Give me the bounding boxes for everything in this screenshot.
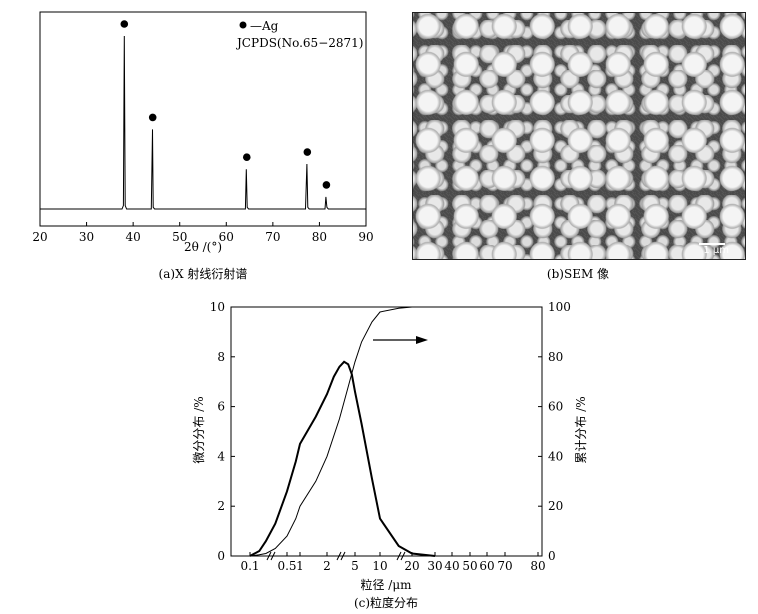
left-y-tick-label: 10 [210, 300, 225, 314]
right-y-tick-label: 80 [548, 350, 563, 364]
psd-x-axis-title: 粒径 /μm [360, 577, 412, 592]
right-y-tick-label: 100 [548, 300, 571, 314]
xrd-x-ticks: 20 30 40 50 60 70 80 90 [32, 222, 374, 244]
x-tick-label: 50 [172, 230, 187, 244]
left-y-tick-label: 8 [217, 350, 225, 364]
xrd-plot-frame [39, 11, 367, 227]
left-y-tick-label: 4 [217, 449, 225, 463]
x-tick-label: 20 [404, 559, 419, 573]
legend-ag-label: —Ag [250, 19, 279, 33]
x-tick-label: 80 [530, 559, 545, 573]
xrd-x-axis-title: 2θ /(°) [184, 240, 222, 254]
x-tick-label: 30 [427, 559, 442, 573]
axis-break-icon [396, 551, 406, 561]
x-tick-label: 1 [296, 559, 304, 573]
psd-x-ticks: 0.1 0.5 1 2 5 10 20 30 40 50 60 70 80 [240, 551, 546, 573]
cumulative-axis-arrow-icon [373, 336, 428, 344]
x-tick-label: 20 [32, 230, 47, 244]
caption-c: (c)粒度分布 [354, 595, 418, 610]
psd-left-y-axis-title: 微分分布 /% [192, 396, 206, 463]
xrd-series-line [40, 35, 366, 210]
peak-marker [303, 148, 312, 156]
right-y-tick-label: 40 [548, 449, 563, 463]
x-tick-label: 0.1 [240, 559, 259, 573]
x-tick-label: 70 [265, 230, 280, 244]
x-tick-label: 10 [372, 559, 387, 573]
x-tick-label: 80 [312, 230, 327, 244]
left-y-tick-label: 6 [217, 400, 225, 414]
x-tick-label: 50 [462, 559, 477, 573]
x-tick-label: 0.5 [277, 559, 296, 573]
legend-marker-icon [239, 21, 247, 29]
left-y-tick-label: 0 [217, 549, 225, 563]
x-tick-label: 5 [351, 559, 359, 573]
scale-bar [699, 243, 725, 245]
xrd-peak-markers [120, 20, 331, 189]
caption-b: (b)SEM 像 [547, 267, 609, 281]
x-tick-label: 60 [219, 230, 234, 244]
x-tick-label: 60 [479, 559, 494, 573]
psd-right-y-ticks: 0 20 40 60 80 100 [538, 300, 571, 563]
x-tick-label: 90 [358, 230, 373, 244]
axis-break-icon [336, 551, 346, 561]
legend-jcpds-label: JCPDS(No.65−2871) [235, 36, 363, 50]
x-tick-label: 40 [126, 230, 141, 244]
peak-marker [120, 20, 129, 28]
x-tick-label: 2 [323, 559, 331, 573]
x-tick-label: 30 [79, 230, 94, 244]
right-y-tick-label: 20 [548, 499, 563, 513]
peak-marker [148, 113, 157, 122]
xrd-chart: 20 30 40 50 60 70 80 90 —Ag JCPDS(No.65−2871) 2… [32, 11, 374, 281]
right-y-tick-label: 0 [548, 549, 556, 563]
peak-marker [242, 153, 251, 162]
psd-right-y-axis-title: 累计分布 /% [574, 396, 588, 463]
left-y-tick-label: 2 [217, 499, 225, 513]
psd-differential-line [249, 360, 436, 557]
axis-break-icon [266, 551, 276, 561]
psd-cumulative-line [249, 306, 538, 557]
x-tick-label: 70 [497, 559, 512, 573]
peak-marker [322, 181, 331, 189]
scale-bar-label: 1 μm [703, 245, 729, 256]
caption-a: (a)X 射线衍射谱 [159, 266, 248, 281]
psd-plot-frame [230, 306, 543, 557]
psd-left-y-ticks: 0 2 4 6 8 10 [210, 300, 235, 563]
right-y-tick-label: 60 [548, 400, 563, 414]
sem-micrograph-image: 1 μm [412, 12, 746, 260]
x-tick-label: 40 [444, 559, 459, 573]
